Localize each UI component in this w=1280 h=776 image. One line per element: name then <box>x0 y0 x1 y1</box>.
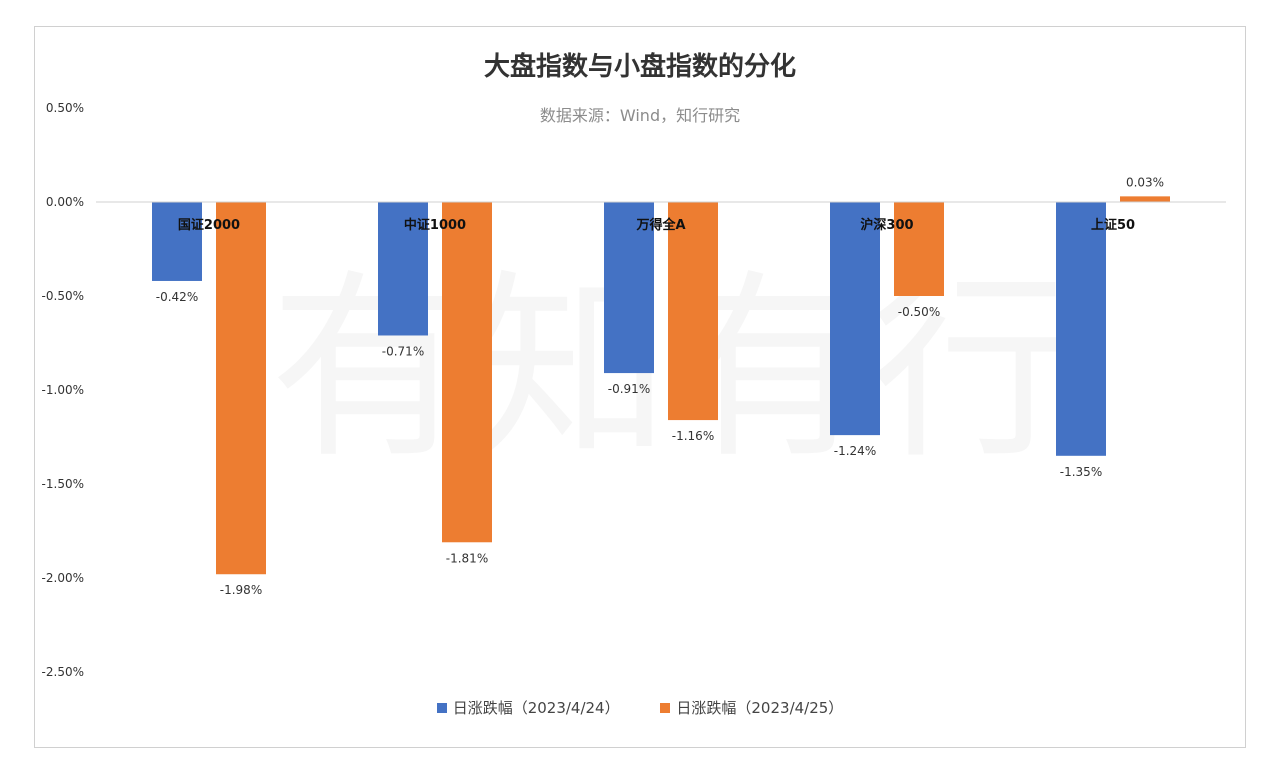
bar <box>152 202 202 281</box>
legend-item-series-2: 日涨跌幅（2023/4/25） <box>660 697 843 718</box>
data-label: -1.24% <box>834 444 876 458</box>
y-tick-label: -1.50% <box>42 477 84 491</box>
bar <box>442 202 492 543</box>
bar <box>216 202 266 575</box>
data-label: -0.91% <box>608 382 650 396</box>
legend-label-series-1: 日涨跌幅（2023/4/24） <box>452 699 620 717</box>
data-label: -0.42% <box>156 290 198 304</box>
data-label: -1.16% <box>672 429 714 443</box>
category-label: 中证1000 <box>404 217 466 233</box>
y-tick-label: -2.00% <box>42 571 84 585</box>
legend-swatch-series-2 <box>660 702 671 713</box>
data-label: -0.71% <box>382 344 424 358</box>
y-tick-label: -1.00% <box>42 383 84 397</box>
legend-label-series-2: 日涨跌幅（2023/4/25） <box>676 699 844 717</box>
category-label: 万得全A <box>635 217 685 233</box>
legend: 日涨跌幅（2023/4/24） 日涨跌幅（2023/4/25） <box>0 697 1280 718</box>
bar <box>894 202 944 296</box>
data-label: -0.50% <box>898 305 940 319</box>
legend-swatch-series-1 <box>436 702 447 713</box>
category-label: 国证2000 <box>178 218 240 233</box>
bar <box>1056 202 1106 456</box>
y-tick-label: -0.50% <box>42 289 84 303</box>
bar <box>830 202 880 436</box>
legend-item-series-1: 日涨跌幅（2023/4/24） <box>436 697 620 718</box>
y-tick-label: -2.50% <box>42 665 84 679</box>
y-tick-label: 0.00% <box>46 195 84 209</box>
data-label: 0.03% <box>1126 175 1164 189</box>
y-tick-label: 0.50% <box>46 101 84 115</box>
data-label: -1.35% <box>1060 465 1102 479</box>
bar <box>378 202 428 336</box>
category-label: 上证50 <box>1091 218 1135 233</box>
data-label: -1.81% <box>446 551 488 565</box>
bar <box>1120 196 1170 202</box>
data-label: -1.98% <box>220 583 262 597</box>
chart-title: 大盘指数与小盘指数的分化 <box>483 52 796 82</box>
chart-subtitle: 数据来源：Wind，知行研究 <box>539 106 741 125</box>
bar <box>604 202 654 374</box>
category-label: 沪深300 <box>860 217 913 233</box>
bar <box>668 202 718 421</box>
